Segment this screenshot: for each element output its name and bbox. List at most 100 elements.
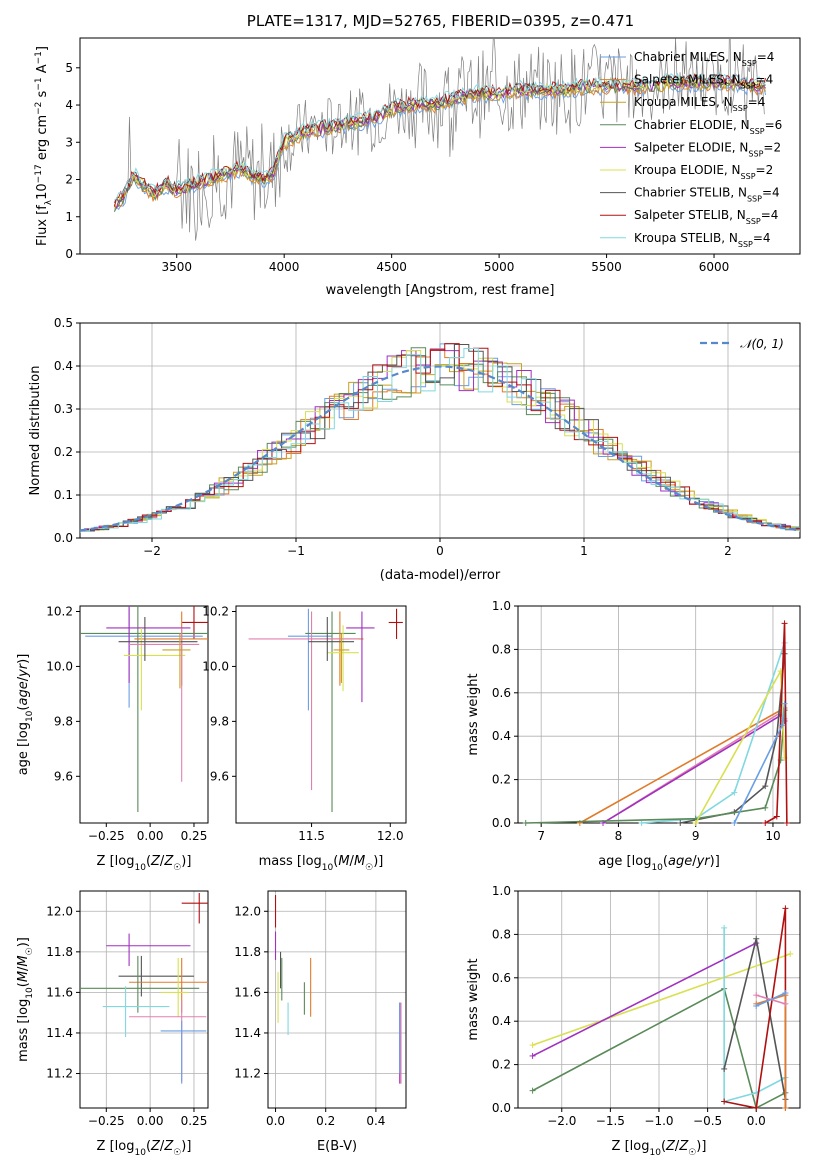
mass_vs_ebv-axes: 0.0 0.2 0.4 11.2 11.4 11.6 11.8 12.0 — [234, 890, 407, 1128]
x-tick-label: 0.25 — [181, 1114, 208, 1128]
y-tick-label: 1.0 — [492, 599, 511, 613]
x-axis-label: age [log10(age/yr)] — [598, 854, 720, 873]
y-tick-label: 0.3 — [54, 402, 73, 416]
y-tick-label: 0.2 — [492, 773, 511, 787]
error-bar — [160, 957, 189, 1017]
error-bar — [162, 633, 191, 689]
y-tick-label: 0.8 — [492, 642, 511, 656]
mass_vs_Z-axes: −0.25 0.00 0.25 11.2 11.4 11.6 11.8 12.0 — [46, 890, 209, 1128]
error-bar — [399, 1002, 401, 1074]
mass-weight-line — [602, 713, 786, 824]
x-axis-label: wavelength [Angstrom, rest frame] — [326, 283, 555, 298]
mass_weight_vs_Z-axes: −2.0 −1.5 −1.0 −0.5 0.0 0.0 0.2 0.4 0.6 0.8 1.0 — [492, 884, 801, 1128]
observed-spectrum-line — [114, 38, 765, 241]
y-tick-label: 11.6 — [46, 985, 73, 999]
age_vs_Z-axes: −0.25 0.00 0.25 9.6 9.8 10.0 10.2 — [46, 604, 209, 843]
error-bar — [85, 608, 203, 708]
error-bar — [281, 957, 283, 1001]
x-tick-label: −1 — [287, 544, 305, 558]
legend-entry: Kroupa ELODIE, NSSP=2 — [634, 163, 773, 181]
y-tick-label: 0.0 — [54, 531, 73, 545]
mass-weight-line — [579, 706, 786, 824]
legend-entry: Kroupa MILES, NSSP=4 — [634, 95, 765, 113]
x-tick-label: 4500 — [376, 260, 407, 274]
error-bar — [102, 986, 170, 1038]
y-tick-label: 0.4 — [54, 359, 73, 373]
y-tick-label: 0.6 — [492, 971, 511, 985]
x-tick-label: 4000 — [269, 260, 300, 274]
legend-entry: Chabrier MILES, NSSP=4 — [634, 50, 774, 68]
y-tick-label: 0.5 — [54, 316, 73, 330]
x-tick-label: 6000 — [699, 260, 730, 274]
error-bar — [308, 616, 355, 661]
y-tick-label: 0.0 — [492, 1101, 511, 1115]
error-bar — [80, 606, 208, 813]
normal-curve — [79, 365, 801, 532]
model-spectrum-line — [113, 75, 767, 210]
error-bar — [400, 1002, 402, 1084]
y-tick-label: 0 — [65, 247, 73, 261]
x-tick-label: 5500 — [591, 260, 622, 274]
spectrum-frame — [79, 37, 801, 255]
x-tick-label: 0.00 — [137, 1114, 164, 1128]
error-bar — [327, 625, 359, 692]
x-tick-label: 5000 — [484, 260, 515, 274]
page-title: PLATE=1317, MJD=52765, FIBERID=0395, z=0… — [246, 12, 635, 30]
x-tick-label: 9 — [692, 829, 700, 843]
error-bar — [160, 1020, 207, 1084]
x-tick-label: −1.5 — [596, 1114, 625, 1128]
mass-weight-line — [641, 642, 786, 824]
y-axis-label: Flux [fλ10−17 erg cm−2 s−1 A−1] — [34, 46, 54, 246]
model-spectrum-line — [113, 73, 767, 207]
y-tick-label: 10.2 — [46, 604, 73, 618]
x-tick-label: −0.25 — [88, 829, 125, 843]
error-bar — [129, 1000, 207, 1082]
y-axis-label: mass weight — [466, 958, 481, 1040]
spectrum-axes: 3500 4000 4500 5000 5500 6000 0 1 2 3 4 5 — [65, 37, 801, 274]
error-bar — [346, 611, 375, 703]
error-bar — [287, 1002, 289, 1035]
error-bar — [129, 627, 200, 782]
x-axis-label: E(B-V) — [317, 1139, 357, 1154]
mass-weight-line — [764, 623, 788, 824]
error-bar — [80, 955, 200, 1013]
x-tick-label: 0 — [436, 544, 444, 558]
age_vs_mass-axes: 11.5 12.0 9.6 9.8 10.0 10.2 — [202, 604, 407, 843]
model-spectrum-line — [113, 74, 766, 203]
legend-entry: Salpeter MILES, NSSP=4 — [634, 73, 773, 91]
y-tick-label: 0.4 — [492, 729, 511, 743]
y-tick-label: 9.8 — [210, 714, 229, 728]
y-tick-label: 9.6 — [210, 769, 229, 783]
y-tick-label: 10.2 — [202, 604, 229, 618]
legend-entry: Kroupa STELIB, NSSP=4 — [634, 231, 771, 249]
x-tick-label: 0.00 — [137, 829, 164, 843]
y-tick-label: 12.0 — [234, 904, 261, 918]
y-tick-label: 0.2 — [492, 1058, 511, 1072]
error-bar — [248, 611, 359, 791]
error-bar — [181, 893, 208, 924]
error-bar — [106, 933, 191, 967]
residual-histogram — [80, 349, 800, 532]
y-axis-label: Normed distribution — [28, 366, 43, 496]
y-tick-label: 1.0 — [492, 884, 511, 898]
x-tick-label: −2 — [143, 544, 161, 558]
y-tick-label: 11.2 — [234, 1067, 261, 1081]
x-tick-label: 0.0 — [266, 1114, 285, 1128]
y-tick-label: 11.8 — [46, 945, 73, 959]
mass-weight-line — [723, 938, 787, 1100]
residual-histogram — [80, 343, 800, 532]
legend-entry: 𝒩(0, 1) — [740, 337, 784, 351]
y-tick-label: 11.2 — [46, 1067, 73, 1081]
error-bar — [118, 955, 194, 997]
error-bar — [123, 627, 186, 711]
y-tick-label: 0.8 — [492, 927, 511, 941]
mass-weight-line — [532, 953, 791, 1046]
error-bar — [305, 611, 356, 813]
y-tick-label: 4 — [65, 98, 73, 112]
x-axis-label: Z [log10(Z/Z☉)] — [97, 854, 192, 873]
x-axis-label: mass [log10(M/M☉)] — [259, 854, 384, 873]
x-tick-label: 0.25 — [181, 829, 208, 843]
mass_vs_Z-frame — [79, 890, 209, 1109]
x-tick-label: 11.5 — [298, 829, 325, 843]
y-tick-label: 2 — [65, 173, 73, 187]
